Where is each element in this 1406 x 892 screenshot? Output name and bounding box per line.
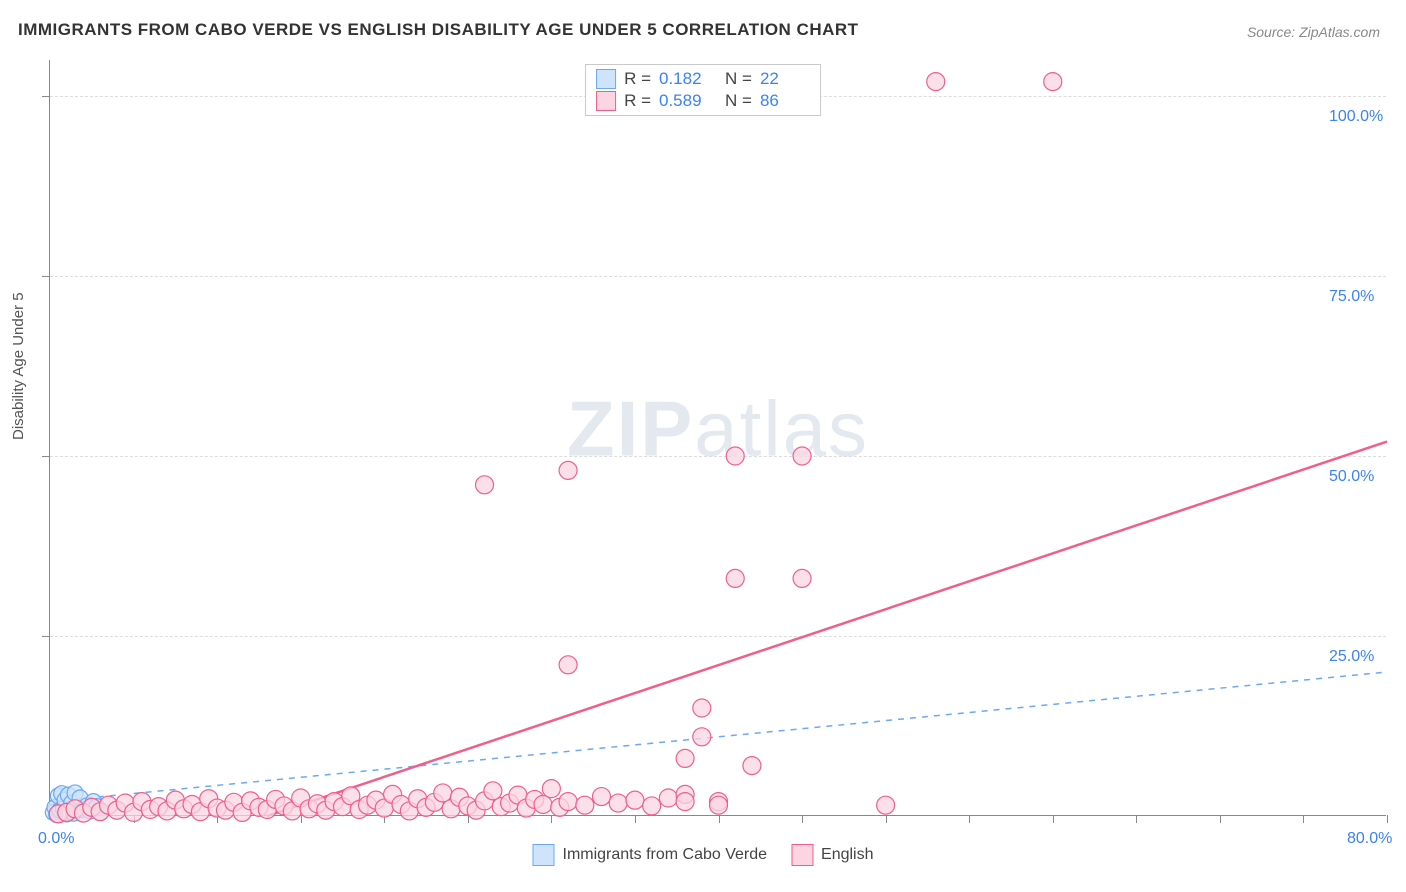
legend-swatch [596,91,616,111]
data-point [726,569,744,587]
data-point [676,749,694,767]
data-point [593,788,611,806]
x-tick [802,815,803,823]
x-tick [551,815,552,823]
data-point [484,782,502,800]
plot-svg [50,60,1386,815]
chart-title: IMMIGRANTS FROM CABO VERDE VS ENGLISH DI… [18,20,859,40]
trendline [267,442,1387,816]
x-tick [719,815,720,823]
data-point [534,795,552,813]
data-point [643,797,661,815]
data-point [476,476,494,494]
data-point [542,780,560,798]
legend-swatch [596,69,616,89]
chart-source: Source: ZipAtlas.com [1247,24,1380,40]
legend-r-label: R = [624,69,651,89]
x-max-label: 80.0% [1347,830,1392,848]
data-point [743,757,761,775]
legend-n-label: N = [725,69,752,89]
legend-stats: R = 0.182 N = 22 R = 0.589 N = 86 [585,64,821,116]
bottom-legend-item: Immigrants from Cabo Verde [532,844,767,866]
data-point [559,461,577,479]
legend-n-value: 86 [760,91,810,111]
x-origin-label: 0.0% [38,830,74,848]
x-tick [635,815,636,823]
data-point [559,656,577,674]
data-point [793,569,811,587]
data-point [693,728,711,746]
legend-stats-row: R = 0.182 N = 22 [596,69,810,89]
legend-r-value: 0.589 [659,91,709,111]
bottom-legend-label: Immigrants from Cabo Verde [562,846,767,864]
legend-n-label: N = [725,91,752,111]
y-tick [42,96,50,97]
data-point [877,796,895,814]
data-point [559,793,577,811]
data-point [626,791,644,809]
legend-swatch [532,844,554,866]
data-point [609,794,627,812]
y-tick [42,276,50,277]
y-axis-label: Disability Age Under 5 [10,292,27,440]
data-point [676,793,694,811]
data-point [693,699,711,717]
legend-n-value: 22 [760,69,810,89]
x-tick [1220,815,1221,823]
x-tick [301,815,302,823]
legend-r-label: R = [624,91,651,111]
data-point [726,447,744,465]
y-tick [42,636,50,637]
bottom-legend-label: English [821,846,873,864]
x-tick [1303,815,1304,823]
data-point [1044,73,1062,91]
y-tick [42,456,50,457]
x-tick [1136,815,1137,823]
data-point [576,796,594,814]
legend-stats-row: R = 0.589 N = 86 [596,91,810,111]
data-point [659,789,677,807]
legend-r-value: 0.182 [659,69,709,89]
plot-area: ZIPatlas 25.0%50.0%75.0%100.0%0.0%80.0% [49,60,1386,816]
bottom-legend-item: English [791,844,873,866]
data-point [710,796,728,814]
data-point [793,447,811,465]
data-point [434,784,452,802]
x-tick [969,815,970,823]
x-tick [886,815,887,823]
data-point [927,73,945,91]
trendline [50,672,1387,802]
bottom-legend: Immigrants from Cabo Verde English [532,844,873,866]
x-tick [1053,815,1054,823]
x-tick [1387,815,1388,823]
legend-swatch [791,844,813,866]
